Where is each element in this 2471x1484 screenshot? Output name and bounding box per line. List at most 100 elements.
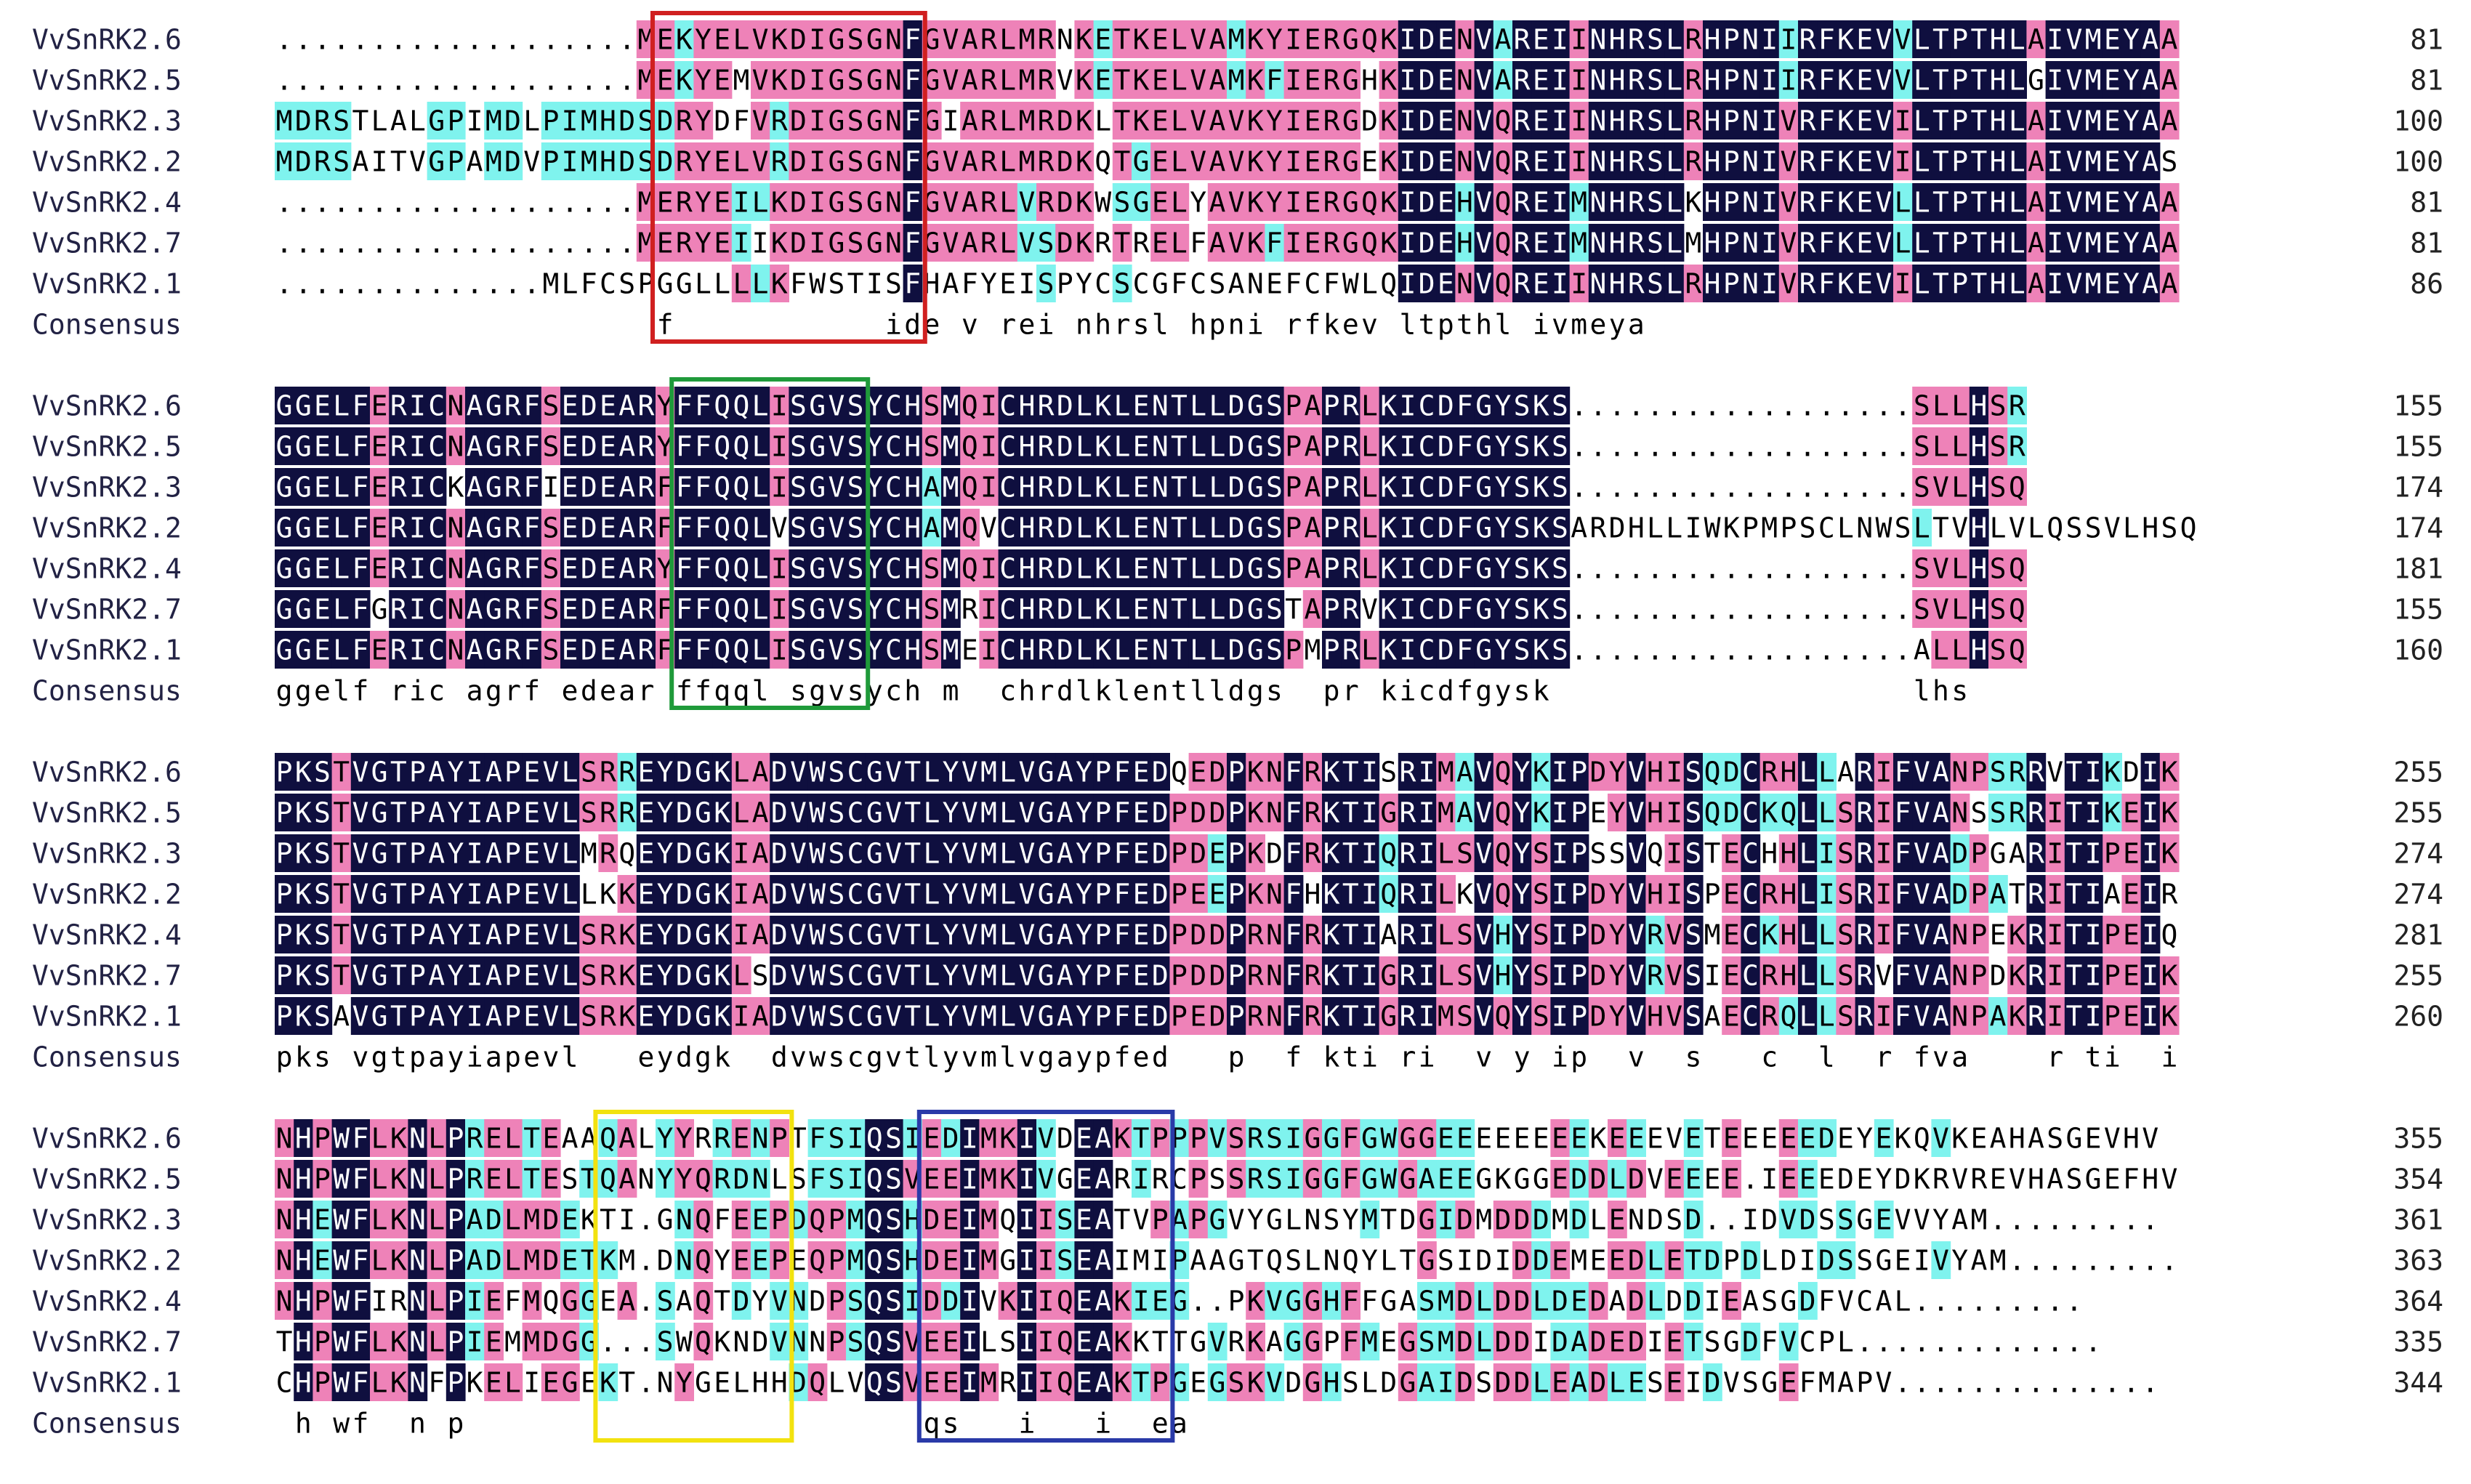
consensus-residue: g [485, 674, 502, 706]
residue: G [276, 512, 293, 544]
residue: Y [447, 919, 464, 951]
residue: D [542, 1326, 559, 1358]
residue: E [314, 390, 331, 422]
residue: N [1589, 186, 1606, 218]
residue: D [1152, 919, 1169, 951]
residue: I [980, 552, 997, 584]
residue: Y [2123, 267, 2140, 299]
residue: F [1285, 878, 1302, 910]
residue: E [714, 23, 730, 55]
residue: P [1152, 1203, 1169, 1235]
residue: L [1361, 512, 1378, 544]
residue: Q [1704, 756, 1721, 788]
residue: R [1685, 64, 1701, 96]
residue: E [542, 1122, 559, 1154]
shade-cell [884, 224, 904, 262]
residue: K [1247, 1285, 1264, 1317]
residue: . [504, 267, 521, 299]
residue: Q [714, 390, 730, 422]
residue: . [2028, 1285, 2044, 1317]
consensus-residue: e [562, 674, 579, 706]
residue: P [1171, 878, 1188, 910]
residue: I [1494, 1244, 1511, 1276]
residue: T [1113, 23, 1130, 55]
consensus-residue: v [1475, 1041, 1492, 1073]
residue: D [1628, 1163, 1645, 1195]
residue: P [1970, 959, 1987, 991]
residue: L [562, 837, 579, 869]
residue: M [485, 145, 502, 177]
residue: S [1685, 837, 1701, 869]
residue: H [1628, 512, 1645, 544]
residue: F [352, 390, 368, 422]
residue: R [390, 512, 407, 544]
consensus-residue: a [467, 674, 483, 706]
residue: F [904, 105, 921, 137]
residue: G [1266, 1203, 1283, 1235]
shade-cell [446, 142, 466, 180]
residue: V [1875, 105, 1892, 137]
residue: T [1970, 186, 1987, 218]
residue: . [1571, 634, 1587, 666]
residue: D [618, 105, 635, 137]
residue: C [1095, 267, 1111, 299]
consensus-residue: t [1419, 308, 1435, 340]
consensus-residue: s [1133, 308, 1150, 340]
residue: N [1456, 105, 1473, 137]
residue: . [1818, 552, 1835, 584]
consensus-residue: i [1361, 1041, 1378, 1073]
residue: M [2085, 267, 2102, 299]
residue: S [885, 1203, 902, 1235]
residue: E [562, 390, 579, 422]
residue: . [333, 64, 350, 96]
residue: V [790, 919, 807, 951]
residue: V [1018, 837, 1035, 869]
residue: V [962, 756, 978, 788]
residue: Q [733, 430, 749, 462]
residue: V [752, 23, 769, 55]
residue: E [1723, 1163, 1740, 1195]
residue: S [1647, 64, 1664, 96]
residue: V [542, 878, 559, 910]
sequence-name-label: VvSnRK2.4 [32, 1285, 182, 1317]
residue: A [2161, 105, 2177, 137]
residue: . [1723, 634, 1740, 666]
residue: A [1494, 64, 1511, 96]
residue: I [1399, 593, 1416, 625]
residue: . [1742, 552, 1759, 584]
shade-cell [826, 183, 847, 221]
residue: G [562, 1326, 579, 1358]
residue: H [1018, 552, 1035, 584]
residue: Q [2009, 471, 2025, 503]
residue: S [1990, 552, 2007, 584]
residue: L [1113, 634, 1130, 666]
shade-cell [656, 20, 675, 58]
residue: P [1723, 267, 1740, 299]
residue: L [1818, 919, 1835, 951]
residue: L [980, 1326, 997, 1358]
residue: K [1837, 105, 1854, 137]
residue: I [1666, 878, 1682, 910]
residue: L [923, 756, 940, 788]
residue: V [1914, 919, 1930, 951]
residue: D [1704, 1244, 1721, 1276]
residue: G [485, 390, 502, 422]
residue: S [314, 919, 331, 951]
residue: K [1380, 471, 1397, 503]
text-layer: VvSnRK2.6................... M E K Y E L V K D I G S… [32, 23, 2443, 1439]
residue: S [542, 430, 559, 462]
residue: P [1095, 756, 1111, 788]
residue: L [371, 1326, 388, 1358]
shade-cell [865, 183, 884, 221]
residue: D [771, 878, 788, 910]
residue: S [847, 145, 864, 177]
residue: V [352, 756, 368, 788]
residue: Y [714, 1244, 730, 1276]
shade-cell [693, 183, 714, 221]
residue: S [847, 186, 864, 218]
shade-cell [674, 142, 694, 180]
residue: I [1361, 837, 1378, 869]
consensus-residue: f [1285, 1041, 1302, 1073]
residue: H [1970, 430, 1987, 462]
residue: L [1666, 23, 1682, 55]
